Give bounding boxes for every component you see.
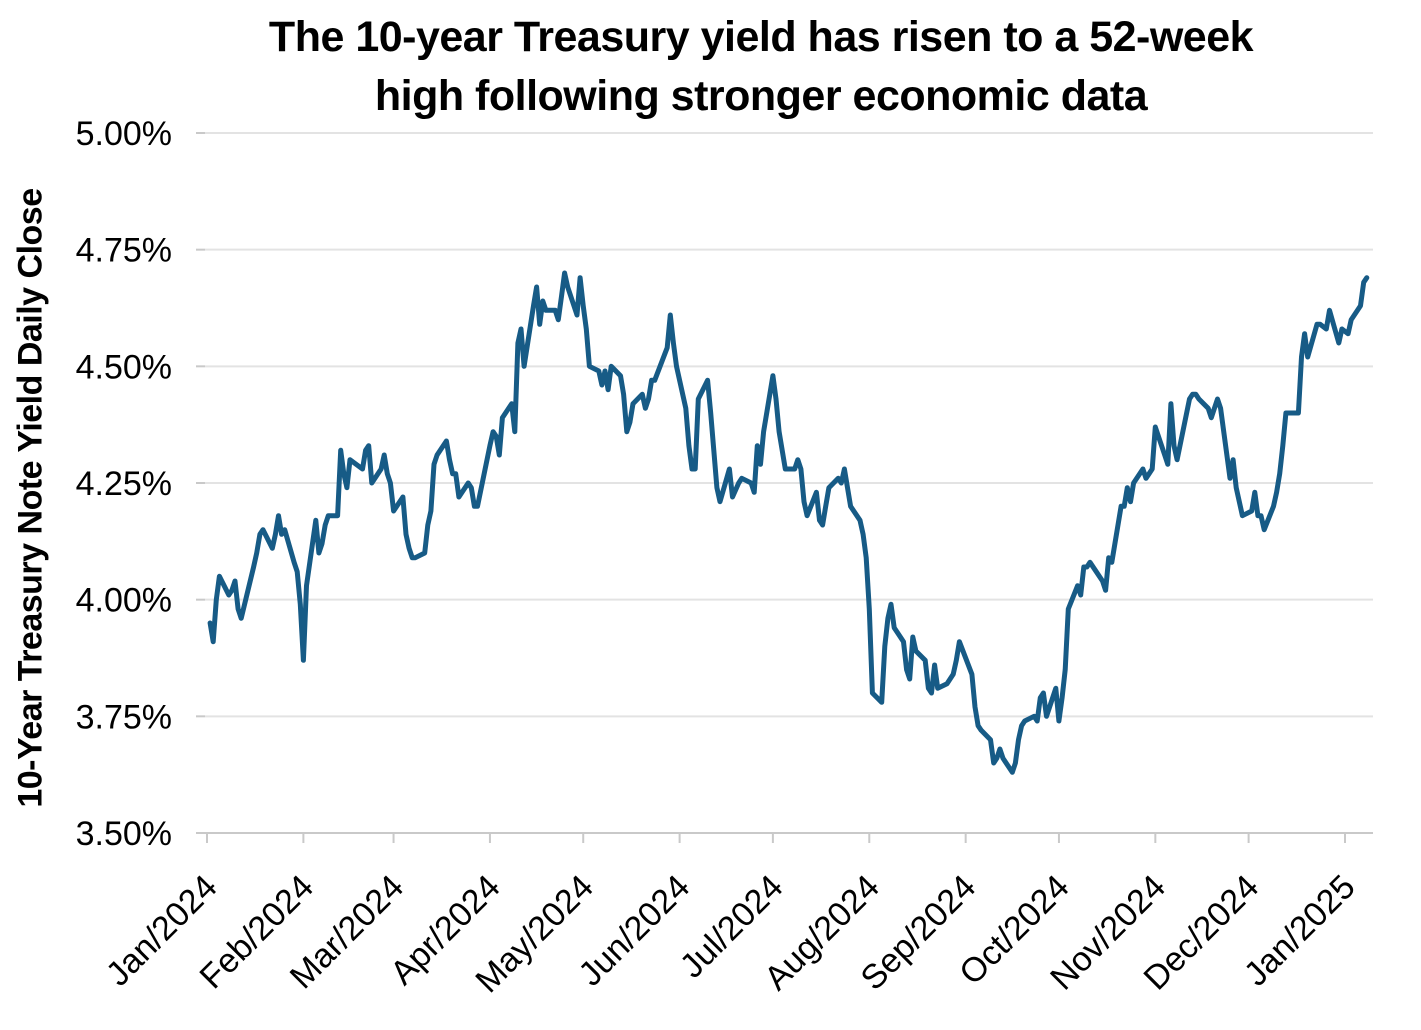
y-tick-label: 3.50% — [76, 815, 172, 853]
y-tick-label: 4.25% — [76, 465, 172, 503]
y-tick-label: 3.75% — [76, 698, 172, 736]
y-tick-label: 5.00% — [76, 115, 172, 153]
y-tick-label: 4.50% — [76, 348, 172, 386]
chart-title-line2: high following stronger economic data — [374, 72, 1148, 120]
y-tick-label: 4.75% — [76, 232, 172, 270]
chart-title: The 10-year Treasury yield has risen to … — [151, 8, 1371, 126]
chart-title-line1: The 10-year Treasury yield has risen to … — [268, 13, 1254, 61]
y-tick-label: 4.00% — [76, 582, 172, 620]
yield-line-series — [207, 270, 1370, 775]
